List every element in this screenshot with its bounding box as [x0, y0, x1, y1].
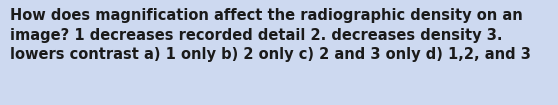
Text: How does magnification affect the radiographic density on an
image? 1 decreases : How does magnification affect the radiog… [10, 8, 531, 62]
